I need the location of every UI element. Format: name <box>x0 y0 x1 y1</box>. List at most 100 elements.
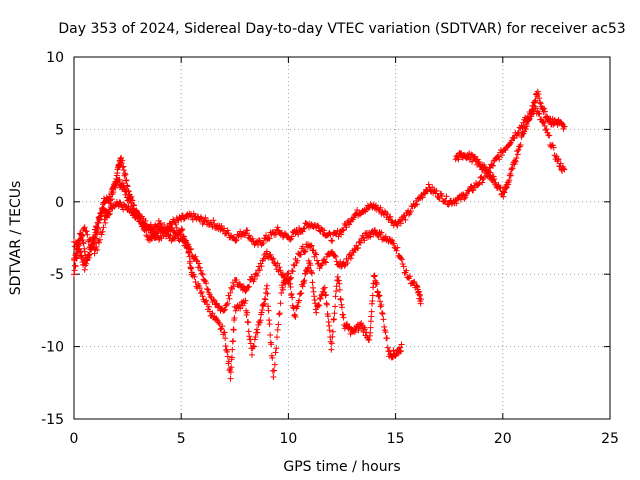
data-point <box>210 296 217 303</box>
x-tick-label: 5 <box>177 431 186 447</box>
data-point <box>102 219 109 226</box>
data-point <box>330 316 337 323</box>
data-point <box>268 341 275 348</box>
data-point <box>379 310 386 317</box>
data-point <box>89 242 96 249</box>
data-point <box>198 215 205 222</box>
data-point <box>233 276 240 283</box>
data-point <box>346 221 353 228</box>
data-point <box>495 153 502 160</box>
data-point <box>226 295 233 302</box>
data-point <box>112 178 119 185</box>
data-point <box>536 111 543 118</box>
data-point <box>198 270 205 277</box>
data-point <box>316 265 323 272</box>
data-point <box>253 326 260 333</box>
data-point <box>86 251 93 258</box>
data-point <box>322 259 329 266</box>
plot-frame <box>73 56 611 420</box>
data-point <box>354 207 361 214</box>
data-point <box>345 255 352 262</box>
data-point <box>516 143 523 150</box>
data-point <box>178 226 185 233</box>
data-point <box>119 180 126 187</box>
data-point <box>261 300 268 307</box>
data-point <box>355 327 362 334</box>
data-point <box>339 227 346 234</box>
data-point <box>81 248 88 255</box>
data-point <box>175 235 182 242</box>
data-point <box>357 239 364 246</box>
data-point <box>245 328 252 335</box>
data-point <box>199 271 206 278</box>
data-point <box>120 206 127 213</box>
data-point <box>515 146 522 153</box>
data-point <box>197 290 204 297</box>
data-point <box>73 255 80 262</box>
data-point <box>202 214 209 221</box>
data-point <box>281 272 288 279</box>
data-point <box>374 289 381 296</box>
data-point <box>308 242 315 249</box>
data-point <box>174 232 181 239</box>
data-point <box>326 327 333 334</box>
data-point <box>539 105 546 112</box>
data-point <box>192 253 199 260</box>
data-point <box>150 226 157 233</box>
data-point <box>343 224 350 231</box>
data-point <box>321 284 328 291</box>
data-point <box>319 288 326 295</box>
x-tick-label: 10 <box>279 431 297 447</box>
data-point <box>307 243 314 250</box>
data-point <box>506 177 513 184</box>
data-point <box>273 334 280 341</box>
data-point <box>426 184 433 191</box>
data-point <box>410 279 417 286</box>
data-point <box>403 267 410 274</box>
data-point <box>265 303 272 310</box>
data-point <box>188 264 195 271</box>
data-point <box>561 123 568 130</box>
data-point <box>73 255 80 262</box>
data-point <box>340 311 347 318</box>
data-point <box>332 253 339 260</box>
data-point <box>455 156 462 163</box>
data-point <box>77 236 84 243</box>
data-point <box>302 248 309 255</box>
data-point <box>86 254 93 261</box>
data-point <box>274 326 281 333</box>
data-point <box>274 224 281 231</box>
data-point <box>269 354 276 361</box>
data-point <box>355 244 362 251</box>
data-point <box>301 277 308 284</box>
data-point <box>439 192 446 199</box>
data-point <box>433 187 440 194</box>
data-point <box>313 251 320 258</box>
data-point <box>276 311 283 318</box>
data-point <box>251 343 258 350</box>
data-point <box>341 262 348 269</box>
data-point <box>468 151 475 158</box>
data-point <box>489 162 496 169</box>
data-point <box>309 279 316 286</box>
data-point <box>326 322 333 329</box>
data-point <box>386 214 393 221</box>
data-point <box>310 288 317 295</box>
data-point <box>546 132 553 139</box>
x-tick-label: 0 <box>70 431 79 447</box>
data-point <box>559 163 566 170</box>
data-point <box>215 319 222 326</box>
data-point <box>246 283 253 290</box>
data-point <box>263 232 270 239</box>
data-point <box>411 278 418 285</box>
data-point <box>271 367 278 374</box>
data-point <box>222 335 229 342</box>
data-point <box>124 182 131 189</box>
data-point <box>199 293 206 300</box>
data-point <box>498 152 505 159</box>
data-point <box>251 336 258 343</box>
data-point <box>532 97 539 104</box>
data-point <box>308 270 315 277</box>
data-point <box>323 301 330 308</box>
data-point <box>402 216 409 223</box>
